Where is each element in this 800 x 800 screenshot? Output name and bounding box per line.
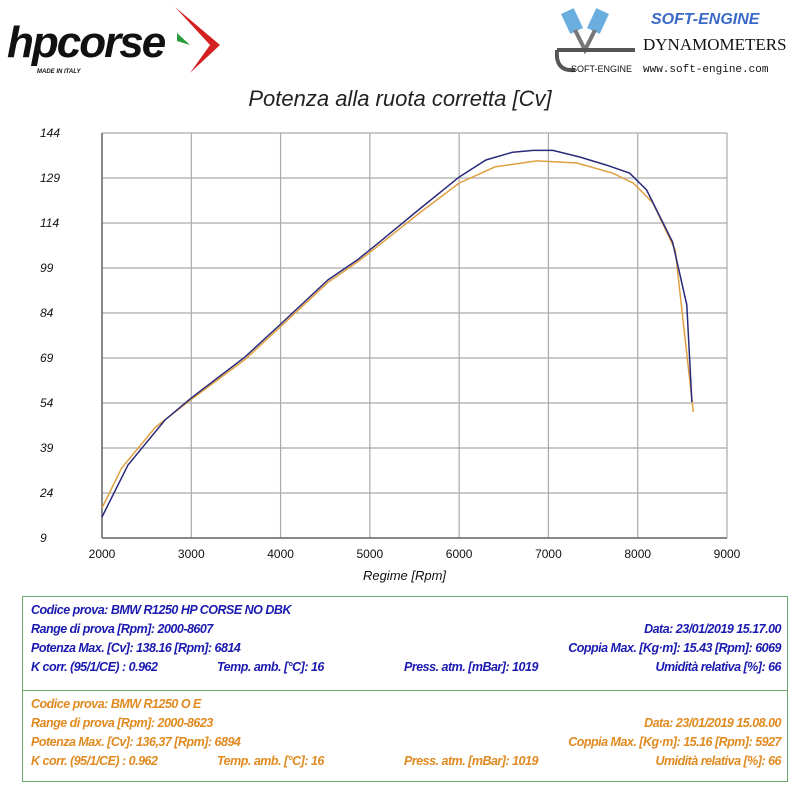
x-tick-label: 9000 [714,547,741,561]
svg-text:hpcorse: hpcorse [7,18,166,67]
y-tick-label: 99 [40,261,54,275]
info-row: Codice prova: BMW R1250 O E [31,697,781,715]
x-tick-label: 5000 [357,547,384,561]
info-potenza: Potenza Max. [Cv]: 138.16 [Rpm]: 6814 [31,641,241,655]
info-range: Range di prova [Rpm]: 2000-8607 [31,622,213,636]
info-coppia: Coppia Max. [Kg·m]: 15.43 [Rpm]: 6069 [568,641,781,655]
svg-text:DYNAMOMETERS: DYNAMOMETERS [643,35,787,54]
info-kcorr: K corr. (95/1/CE) : 0.962 [31,660,158,674]
info-row: Potenza Max. [Cv]: 136,37 [Rpm]: 6894 Cop… [31,735,781,753]
y-tick-label: 54 [40,396,54,410]
x-tick-label: 2000 [89,547,116,561]
test-info-1: Codice prova: BMW R1250 HP CORSE NO DBK R… [23,597,787,689]
info-umid: Umidità relativa [%]: 66 [655,754,781,768]
x-tick-label: 7000 [535,547,562,561]
info-temp: Temp. amb. [°C]: 16 [217,660,324,674]
svg-text:SOFT-ENGINE: SOFT-ENGINE [571,64,632,74]
info-press: Press. atm. [mBar]: 1019 [404,660,538,674]
y-tick-label: 129 [40,171,60,185]
info-data: Data: 23/01/2019 15.17.00 [644,622,781,636]
info-data: Data: 23/01/2019 15.08.00 [644,716,781,730]
info-row: Range di prova [Rpm]: 2000-8623 Data: 23/… [31,716,781,734]
svg-text:www.soft-engine.com: www.soft-engine.com [643,64,769,76]
info-row: Potenza Max. [Cv]: 138.16 [Rpm]: 6814 Cop… [31,641,781,659]
y-tick-label: 69 [40,351,54,365]
info-row: Codice prova: BMW R1250 HP CORSE NO DBK [31,603,781,621]
y-tick-label: 84 [40,306,54,320]
power-chart: 2000 3000 4000 5000 6000 7000 8000 9000 9 24 39 54 6… [39,126,741,583]
info-codice: Codice prova: BMW R1250 HP CORSE NO DBK [31,603,291,617]
y-tick-label: 114 [40,216,59,230]
x-tick-label: 4000 [267,547,294,561]
info-row: K corr. (95/1/CE) : 0.962 Temp. amb. [°C]… [31,660,781,678]
info-potenza: Potenza Max. [Cv]: 136,37 [Rpm]: 6894 [31,735,241,749]
info-range: Range di prova [Rpm]: 2000-8623 [31,716,213,730]
info-codice: Codice prova: BMW R1250 O E [31,697,201,711]
made-in-italy: MADE IN ITALY [37,69,81,75]
y-tick-label: 39 [40,441,54,455]
info-row: Range di prova [Rpm]: 2000-8607 Data: 23/… [31,622,781,640]
y-tick-label: 144 [40,126,60,140]
info-kcorr: K corr. (95/1/CE) : 0.962 [31,754,158,768]
info-press: Press. atm. [mBar]: 1019 [404,754,538,768]
hpcorse-logo: hpcorse MADE IN ITALY [7,7,220,75]
y-tick-label: 24 [39,486,54,500]
series-line-2 [101,160,695,509]
soft-engine-logo: SOFT-ENGINE DYNAMOMETERS SOFT-ENGINE www… [555,8,787,76]
x-tick-label: 3000 [178,547,205,561]
chart-title: Potenza alla ruota corretta [Cv] [248,86,552,111]
info-umid: Umidità relativa [%]: 66 [655,660,781,674]
test-info-2: Codice prova: BMW R1250 O E Range di prov… [23,690,787,783]
series-line-1 [101,149,693,518]
info-coppia: Coppia Max. [Kg·m]: 15.16 [Rpm]: 5927 [568,735,781,749]
info-temp: Temp. amb. [°C]: 16 [217,754,324,768]
svg-text:SOFT-ENGINE: SOFT-ENGINE [651,11,761,28]
x-tick-label: 6000 [446,547,473,561]
x-axis-label: Regime [Rpm] [363,568,446,583]
y-tick-label: 9 [40,531,47,545]
x-tick-label: 8000 [624,547,651,561]
test-info-panel: Codice prova: BMW R1250 HP CORSE NO DBK R… [22,596,788,782]
info-row: K corr. (95/1/CE) : 0.962 Temp. amb. [°C]… [31,754,781,772]
